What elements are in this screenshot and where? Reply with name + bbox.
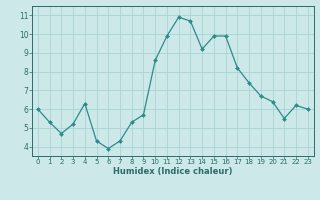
X-axis label: Humidex (Indice chaleur): Humidex (Indice chaleur) [113,167,233,176]
